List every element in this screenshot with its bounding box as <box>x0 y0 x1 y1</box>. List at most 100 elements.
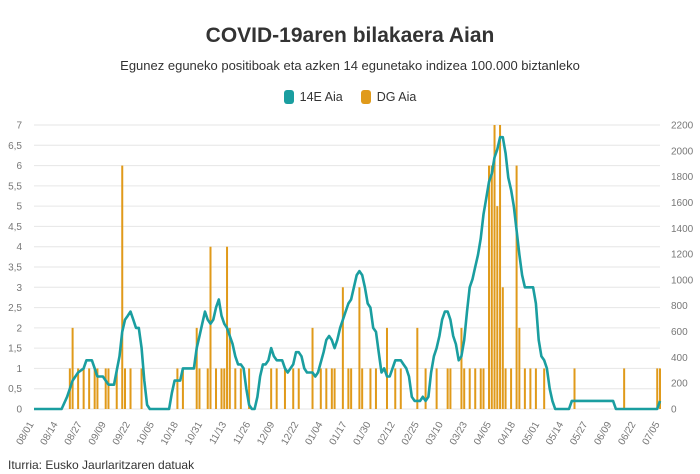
y-right-tick-label: 800 <box>671 301 688 312</box>
x-tick-label: 07/05 <box>641 420 663 448</box>
bar-dg <box>515 165 518 409</box>
legend-label-dg: DG Aia <box>376 90 417 104</box>
bar-dg <box>88 368 91 409</box>
y-left-tick-label: 2 <box>16 323 22 334</box>
bar-dg <box>435 368 438 409</box>
bar-dg <box>460 327 463 409</box>
bar-dg <box>330 368 333 409</box>
y-right-tick-label: 0 <box>671 405 677 416</box>
bar-dg <box>333 368 336 409</box>
bar-dg <box>319 368 322 409</box>
bar-dg <box>283 368 286 409</box>
y-right-tick-label: 2200 <box>671 121 694 132</box>
bar-dg <box>215 368 218 409</box>
bar-dg <box>623 368 626 409</box>
legend-label-14e: 14E Aia <box>299 90 343 104</box>
bar-dg <box>223 368 226 409</box>
y-right-tick-label: 1200 <box>671 250 694 261</box>
y-right-tick-label: 200 <box>671 379 688 390</box>
bar-dg <box>341 287 344 409</box>
bar-dg <box>490 165 493 409</box>
bar-dg <box>176 368 179 409</box>
x-tick-label: 06/22 <box>616 420 638 448</box>
y-left-tick-label: 0,5 <box>8 384 22 395</box>
bar-dg <box>104 368 107 409</box>
y-left-tick-label: 2,5 <box>8 303 22 314</box>
bar-dg <box>107 368 110 409</box>
x-tick-label: 08/01 <box>15 420 37 448</box>
y-left-tick-label: 6,5 <box>8 141 22 152</box>
y-left-tick-label: 0 <box>16 405 22 416</box>
x-tick-label: 10/18 <box>159 420 181 448</box>
y-left-tick-label: 7 <box>16 121 22 132</box>
bar-dg <box>209 246 212 409</box>
legend-item-14e[interactable]: 14E Aia <box>283 90 343 104</box>
bar-dg <box>446 368 449 409</box>
y-right-tick-label: 1800 <box>671 172 694 183</box>
bar-dg <box>449 368 452 409</box>
bar-dg <box>234 368 237 409</box>
bar-dg <box>482 368 485 409</box>
bar-dg <box>416 327 419 409</box>
bar-dg <box>350 368 353 409</box>
x-tick-label: 06/09 <box>592 420 614 448</box>
bar-dg <box>463 368 466 409</box>
legend-item-dg[interactable]: DG Aia <box>360 90 417 104</box>
bar-dg <box>292 368 295 409</box>
y-left-tick-label: 1 <box>16 364 22 375</box>
x-tick-label: 05/27 <box>568 420 590 448</box>
bar-dg <box>468 368 471 409</box>
bar-dg <box>573 368 576 409</box>
y-left-tick-label: 5 <box>16 202 22 213</box>
y-right-tick-label: 400 <box>671 353 688 364</box>
bar-dg <box>228 327 231 409</box>
x-tick-label: 12/09 <box>255 420 277 448</box>
x-tick-label: 02/12 <box>376 420 398 448</box>
bar-dg <box>358 287 361 409</box>
bar-dg <box>93 368 96 409</box>
bar-dg <box>270 368 273 409</box>
x-tick-label: 03/23 <box>448 420 470 448</box>
x-tick-label: 04/05 <box>472 420 494 448</box>
bar-dg <box>195 327 198 409</box>
bar-dg <box>198 368 201 409</box>
y-left-tick-label: 1,5 <box>8 344 22 355</box>
x-tick-label: 01/30 <box>352 420 374 448</box>
bar-dg <box>501 287 504 409</box>
bar-dg <box>220 368 223 409</box>
bar-dg <box>504 368 507 409</box>
bar-dg <box>499 125 502 409</box>
bar-dg <box>325 368 328 409</box>
line-14e <box>34 135 662 411</box>
bar-dg <box>129 368 132 409</box>
y-right-tick-label: 2000 <box>671 146 694 157</box>
bar-dg <box>297 368 300 409</box>
bar-dg <box>77 368 80 409</box>
bar-dg <box>529 368 532 409</box>
bar-dg <box>474 368 477 409</box>
y-left-tick-label: 4,5 <box>8 222 22 233</box>
bar-dg <box>394 368 397 409</box>
bar-dg <box>424 368 427 409</box>
bar-dg <box>369 368 372 409</box>
x-tick-label: 02/25 <box>400 420 422 448</box>
bar-dg <box>385 327 388 409</box>
bar-dg <box>656 368 659 409</box>
x-tick-label: 11/26 <box>232 420 254 447</box>
y-right-tick-label: 1400 <box>671 224 694 235</box>
bar-dg <box>248 368 251 409</box>
bar-dg <box>488 165 491 409</box>
x-tick-label: 05/01 <box>520 420 542 448</box>
x-tick-label: 08/27 <box>63 420 85 448</box>
bar-dg <box>543 368 546 409</box>
legend-swatch-dg <box>360 90 371 104</box>
bar-dg <box>140 368 143 409</box>
y-right-tick-label: 1000 <box>671 275 694 286</box>
x-tick-label: 09/09 <box>87 420 109 448</box>
bar-dg <box>374 368 377 409</box>
x-tick-label: 12/22 <box>279 420 301 448</box>
y-right-tick-label: 600 <box>671 327 688 338</box>
bar-dg <box>534 368 537 409</box>
bar-dg <box>121 165 124 409</box>
bar-dg <box>510 368 513 409</box>
